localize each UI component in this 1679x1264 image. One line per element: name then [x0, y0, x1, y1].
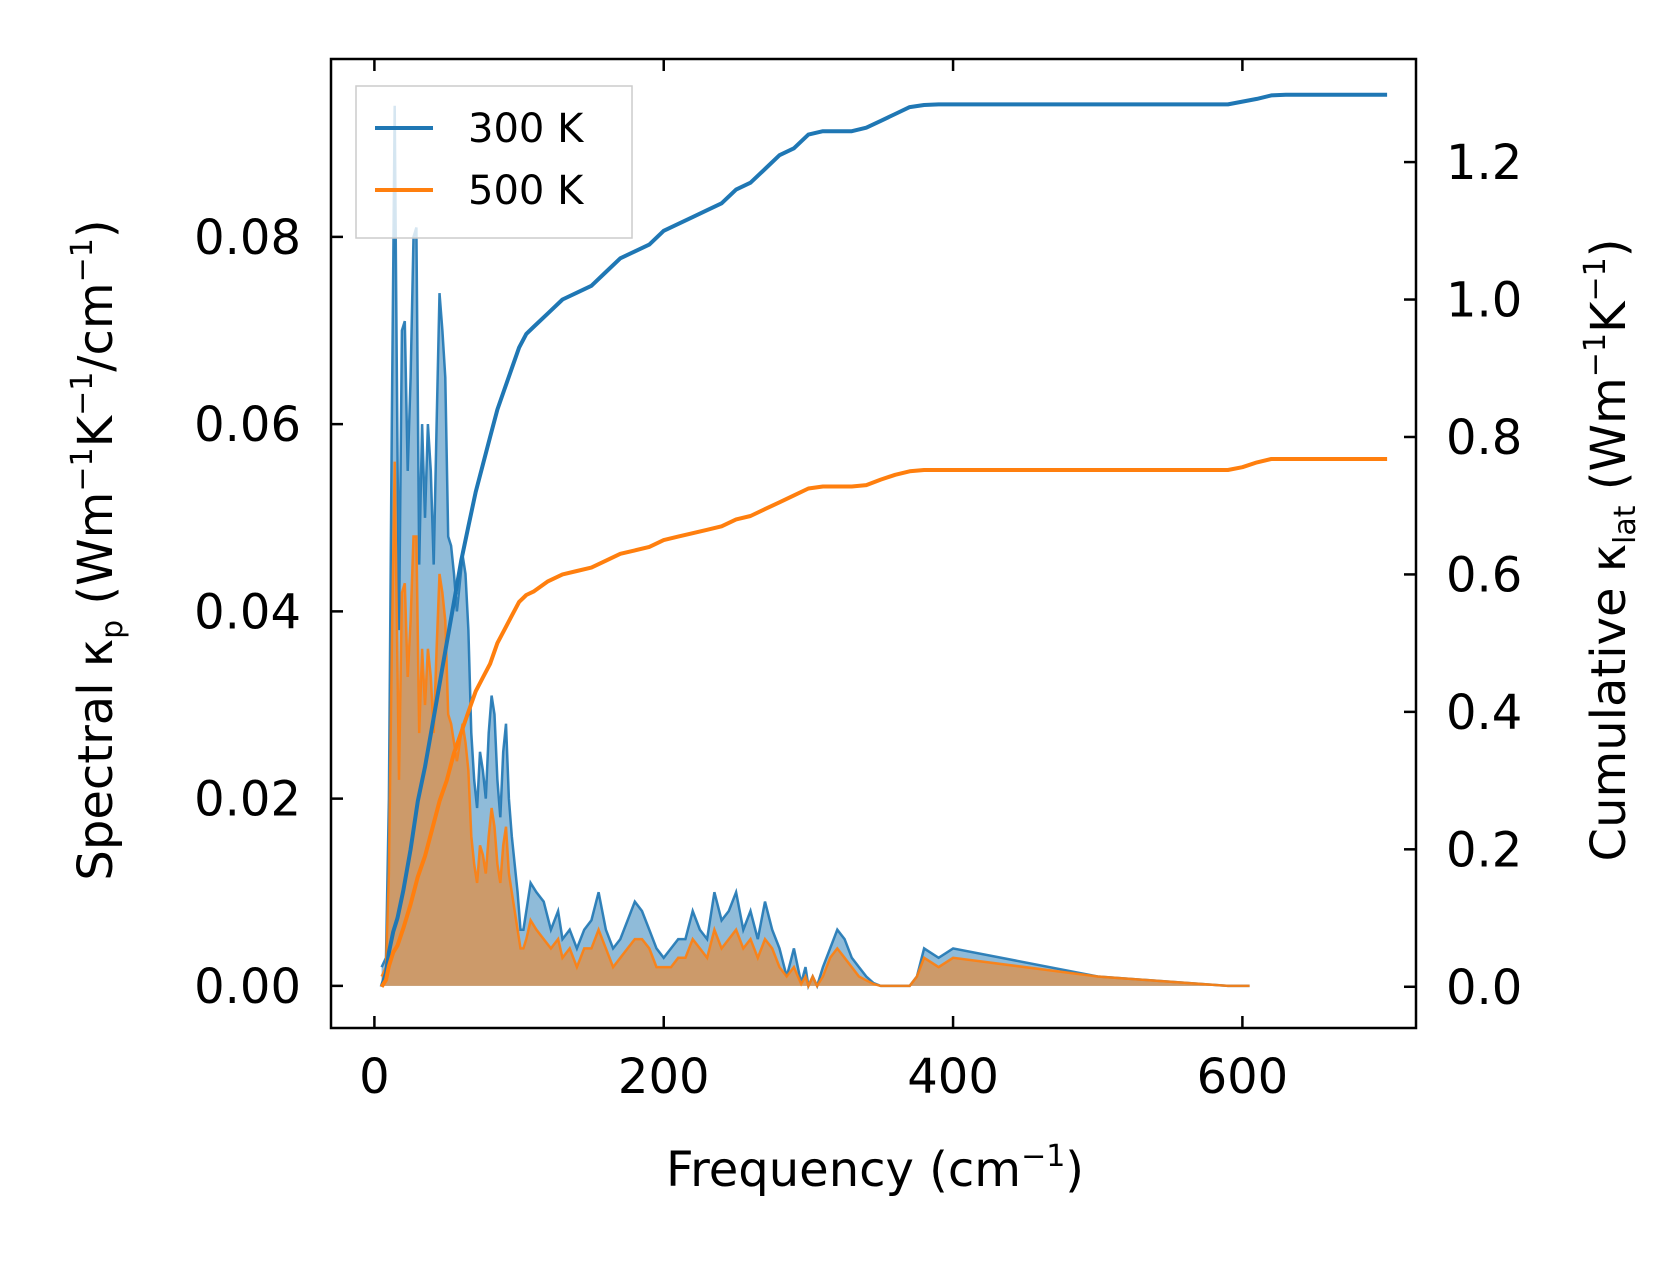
plot-area	[379, 92, 1388, 991]
y-left-tick-label: 0.02	[194, 772, 301, 828]
x-tick-label: 200	[618, 1049, 710, 1105]
cumulative-line-500k	[379, 457, 1388, 988]
legend-label-500k: 500 K	[468, 168, 585, 214]
y-left-tick-label: 0.04	[194, 584, 301, 640]
spectral-area-500k	[381, 461, 1250, 986]
spectral-line-300k	[380, 105, 1250, 991]
y-left-tick-label: 0.06	[194, 397, 301, 453]
legend-label-300k: 300 K	[468, 106, 585, 152]
y-right-tick-label: 0.0	[1446, 960, 1522, 1016]
x-tick-label: 400	[907, 1049, 999, 1105]
y-right-tick-label: 0.2	[1446, 822, 1522, 878]
x-tick-label: 0	[359, 1049, 390, 1105]
x-axis-label: Frequency (cm−1)	[666, 1139, 1084, 1198]
y-right-tick-label: 1.2	[1446, 135, 1522, 191]
axes: 0 200 400 600 0.00 0.02 0.04 0.06 0.08 0.0 0.2 0.4 0…	[194, 57, 1522, 1105]
x-tick-label: 600	[1197, 1049, 1289, 1105]
y-right-tick-label: 0.6	[1446, 547, 1522, 603]
axes-frame	[329, 57, 1418, 1030]
legend-frame	[355, 85, 633, 239]
spectral-line-500k	[380, 461, 1250, 990]
y-right-tick-label: 1.0	[1446, 273, 1522, 329]
legend: 300 K 500 K	[355, 85, 633, 239]
y-right-tick-label: 0.8	[1446, 410, 1522, 466]
cumulative-line-300k	[379, 92, 1388, 988]
y-axis-right-label: Cumulative κlat (Wm−1K−1)	[1578, 239, 1643, 862]
y-left-tick-label: 0.00	[194, 959, 301, 1015]
y-axis-left-label: Spectral κp (Wm−1K−1/cm−1)	[65, 219, 130, 880]
y-left-tick-label: 0.08	[194, 210, 301, 266]
y-right-tick-label: 0.4	[1446, 685, 1522, 741]
